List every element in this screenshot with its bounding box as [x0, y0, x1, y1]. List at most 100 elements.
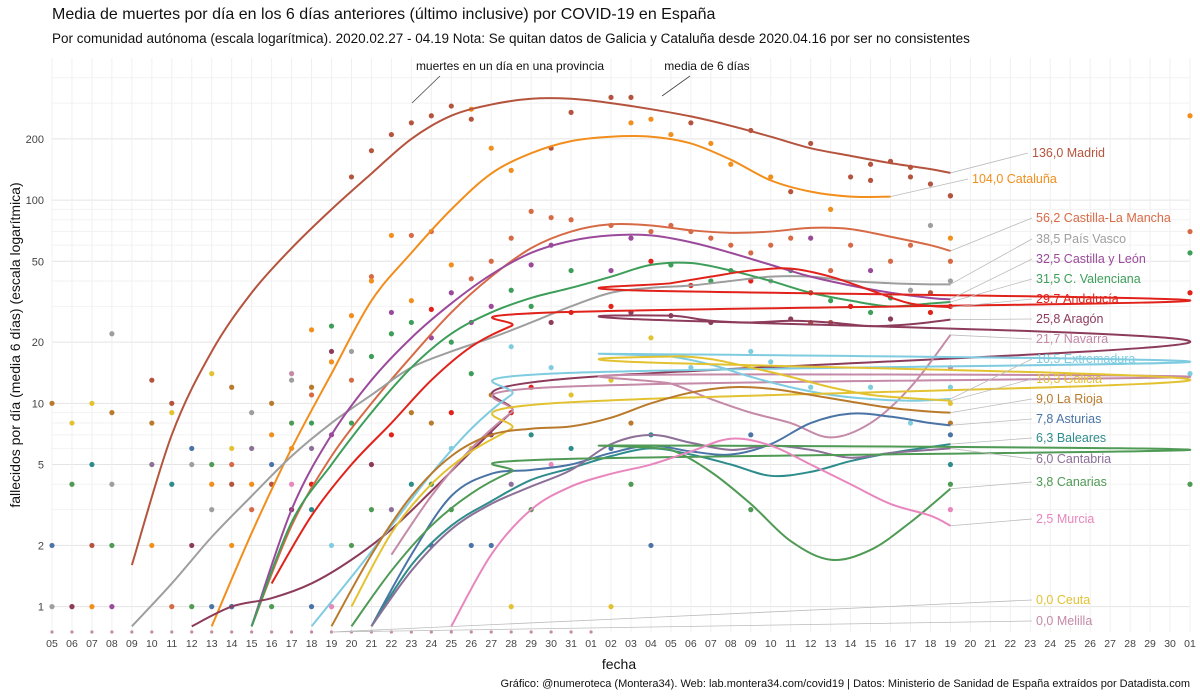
- provincia-point: [548, 364, 554, 371]
- provincia-point: [308, 327, 315, 333]
- provincia-point: [468, 542, 474, 549]
- provincia-point: [388, 232, 395, 239]
- provincia-point: [808, 384, 814, 390]
- provincia-point: [288, 377, 295, 383]
- provincia-point: [328, 542, 335, 549]
- series-line: [270, 267, 1192, 584]
- series-line: [310, 352, 1192, 627]
- series-line: [250, 233, 951, 627]
- provincia-point: [1187, 371, 1193, 377]
- zero-point: [150, 630, 154, 634]
- series-line: [191, 314, 1192, 628]
- provincia-point: [348, 542, 355, 549]
- x-tick-label: 21: [366, 638, 378, 650]
- series-label: 9,0 La Rioja: [1036, 392, 1103, 406]
- provincia-point: [508, 344, 514, 350]
- provincia-point: [249, 445, 255, 452]
- provincia-point: [269, 461, 275, 468]
- label-leader: [950, 378, 1033, 402]
- provincia-point: [608, 94, 614, 100]
- provincia-point: [328, 348, 335, 355]
- zero-point: [50, 630, 54, 634]
- provincia-point: [388, 507, 395, 513]
- zero-point: [90, 630, 94, 634]
- provincia-point: [229, 481, 235, 487]
- provincia-point: [828, 298, 834, 304]
- x-tick-label: 14: [845, 638, 857, 650]
- provincia-point: [49, 400, 55, 406]
- provincia-point: [408, 120, 414, 126]
- provincia-point: [89, 604, 95, 610]
- annotation-leader: [411, 75, 441, 104]
- provincia-point: [648, 116, 654, 122]
- x-tick-label: 11: [785, 638, 796, 650]
- label-leader: [950, 437, 1033, 445]
- provincia-point: [628, 235, 634, 241]
- provincia-point: [508, 235, 514, 241]
- x-tick-label: 08: [106, 638, 118, 650]
- x-tick-label: 13: [825, 638, 837, 650]
- provincia-point: [428, 113, 434, 119]
- provincia-point: [947, 193, 954, 199]
- provincia-point: [748, 432, 754, 438]
- series-line: [350, 355, 1192, 608]
- provincia-point: [1187, 481, 1193, 487]
- provincia-point: [628, 94, 634, 100]
- provincia-point: [308, 507, 315, 513]
- provincia-point: [608, 303, 614, 309]
- y-tick-label: 20: [32, 337, 44, 349]
- x-tick-label: 25: [1064, 638, 1076, 650]
- series-line: [250, 222, 951, 627]
- label-leader: [950, 278, 1033, 303]
- provincia-point: [508, 287, 514, 293]
- provincia-point: [748, 250, 754, 256]
- x-tick-label: 19: [326, 638, 338, 650]
- provincia-point: [209, 371, 215, 377]
- gridlines: [51, 58, 1191, 632]
- x-tick-label: 24: [1044, 638, 1056, 650]
- provincia-point: [348, 377, 355, 383]
- provincia-point: [748, 348, 754, 355]
- y-tick-label: 100: [26, 195, 44, 207]
- provincia-point: [149, 377, 155, 383]
- provincia-point: [708, 235, 714, 241]
- series-line: [131, 275, 951, 627]
- provincia-point: [109, 331, 115, 337]
- x-tick-label: 07: [705, 638, 717, 650]
- provincia-point: [69, 604, 75, 610]
- provincia-point: [568, 445, 574, 452]
- provincia-point: [867, 177, 874, 183]
- provincia-point: [648, 258, 654, 264]
- zero-point: [190, 630, 194, 634]
- provincia-point: [189, 542, 195, 549]
- provincia-point: [528, 262, 534, 268]
- provincia-point: [328, 604, 335, 610]
- zero-point: [409, 630, 413, 634]
- provincia-point: [927, 181, 934, 187]
- provincia-point: [69, 420, 75, 426]
- zero-point: [230, 630, 234, 634]
- provincia-point: [867, 161, 874, 167]
- provincia-point: [169, 400, 175, 406]
- provincia-point: [408, 410, 414, 416]
- y-axis-label: fallecidos por día (media 6 días) (escal…: [7, 182, 23, 507]
- zero-point: [309, 630, 314, 634]
- x-tick-label: 30: [545, 638, 557, 650]
- label-leader: [950, 298, 1033, 308]
- provincia-point: [69, 481, 75, 487]
- provincia-point: [668, 131, 674, 138]
- provincia-point: [368, 461, 375, 468]
- y-tick-label: 1: [38, 602, 44, 614]
- provincia-point: [348, 420, 355, 426]
- provincia-point: [249, 410, 255, 416]
- zero-point: [270, 630, 274, 634]
- provincia-point: [548, 214, 554, 221]
- series-line: [390, 334, 1192, 556]
- x-tick-label: 06: [685, 638, 697, 650]
- provincia-point: [508, 604, 514, 610]
- provincia-point: [209, 481, 215, 487]
- zero-point: [289, 630, 294, 634]
- series-line: [370, 433, 951, 627]
- provincia-point: [947, 278, 954, 284]
- zero-point: [110, 630, 114, 634]
